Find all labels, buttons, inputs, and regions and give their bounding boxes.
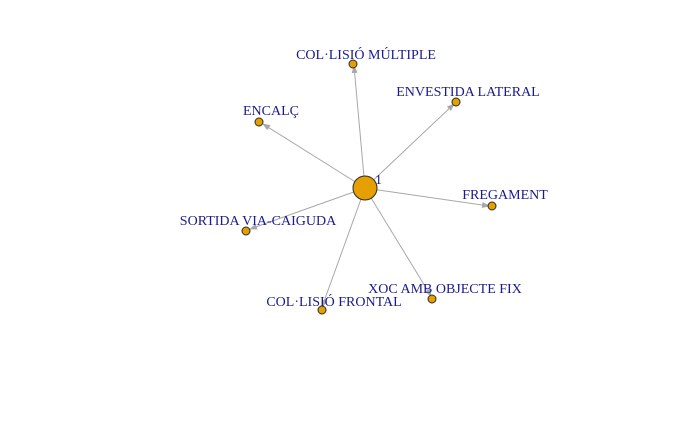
node-fregament [487, 201, 497, 211]
labels: 1 COL·LISIÓ MÚLTIPLE ENVESTIDA LATERAL E… [180, 46, 548, 310]
center-node-label: 1 [375, 173, 382, 188]
label-sortida-via-caiguda: SORTIDA VIA-CAIGUDA [180, 214, 337, 229]
node-encalc [254, 117, 264, 127]
label-col-lisio-frontal: COL·LISIÓ FRONTAL [266, 293, 401, 310]
label-encalc: ENCALÇ [243, 104, 299, 119]
edge-col-lisio-multiple [351, 65, 366, 189]
edges [249, 65, 490, 308]
center-node [352, 175, 378, 201]
node-xoc-amb-objecte-fix [427, 294, 437, 304]
edge-sortida-via-caiguda [249, 187, 366, 230]
nodes [241, 59, 497, 315]
node-sortida-via-caiguda [241, 226, 251, 236]
node-envestida-lateral [451, 97, 461, 107]
label-fregament: FREGAMENT [462, 188, 548, 203]
edge-fregament [364, 187, 490, 208]
label-xoc-amb-objecte-fix: XOC AMB OBJECTE FIX [368, 282, 522, 297]
label-envestida-lateral: ENVESTIDA LATERAL [396, 85, 540, 100]
node-col-lisio-multiple [348, 59, 358, 69]
edge-xoc-amb-objecte-fix [364, 187, 432, 297]
label-col-lisio-multiple: COL·LISIÓ MÚLTIPLE [296, 46, 436, 63]
node-col-lisio-frontal [317, 305, 327, 315]
edge-envestida-lateral [364, 103, 455, 189]
edge-encalc [262, 123, 366, 189]
edge-col-lisio-frontal [321, 187, 366, 308]
